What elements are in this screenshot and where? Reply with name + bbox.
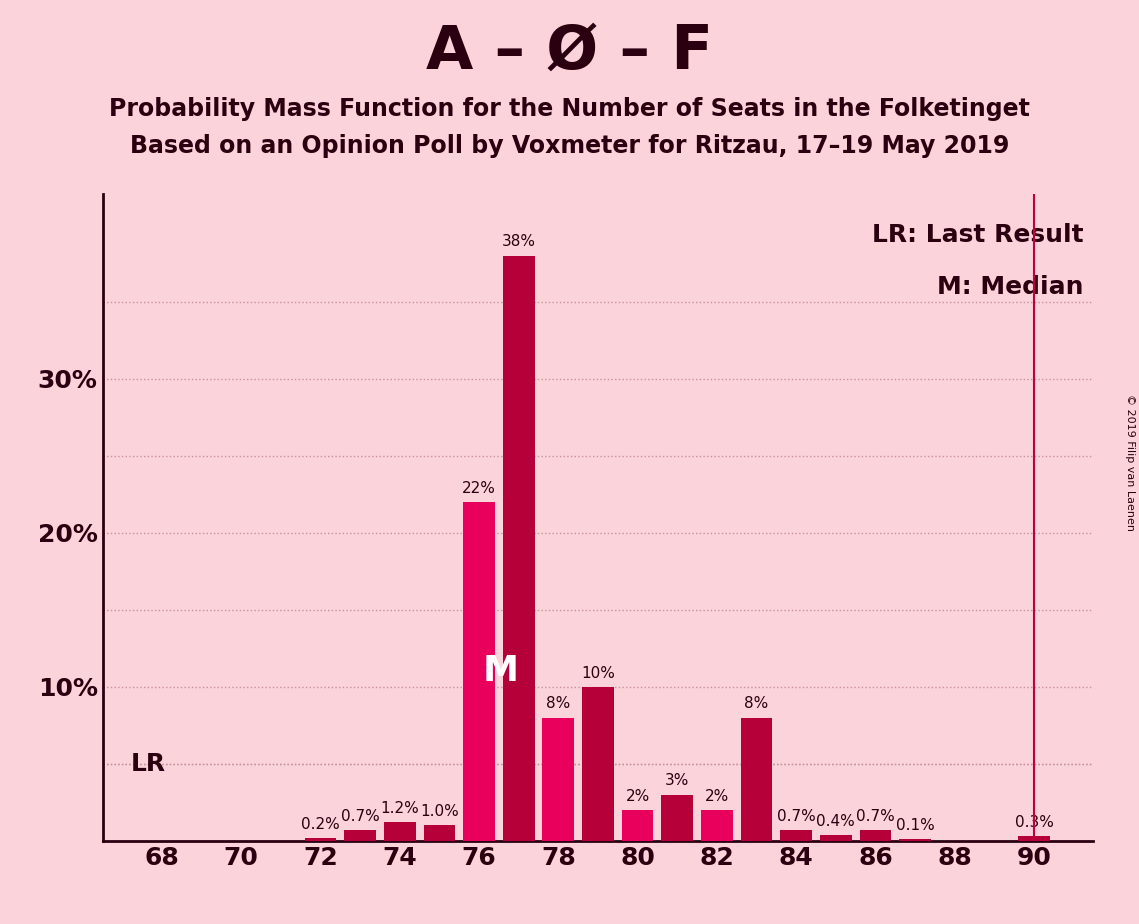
Bar <box>542 718 574 841</box>
Text: 0.1%: 0.1% <box>895 818 934 833</box>
Bar <box>740 718 772 841</box>
Text: 0.7%: 0.7% <box>777 808 816 824</box>
Text: 10%: 10% <box>581 665 615 681</box>
Text: Probability Mass Function for the Number of Seats in the Folketinget: Probability Mass Function for the Number… <box>109 97 1030 121</box>
Text: 1.2%: 1.2% <box>380 801 419 816</box>
Bar <box>464 502 495 841</box>
Text: 1.0%: 1.0% <box>420 804 459 820</box>
Text: 0.3%: 0.3% <box>1015 815 1054 830</box>
Bar <box>304 838 336 841</box>
Text: 8%: 8% <box>547 697 571 711</box>
Text: 22%: 22% <box>462 480 495 496</box>
Text: 8%: 8% <box>745 697 769 711</box>
Bar <box>582 687 614 841</box>
Bar <box>502 256 534 841</box>
Bar <box>1018 836 1050 841</box>
Text: 2%: 2% <box>705 789 729 804</box>
Text: LR: LR <box>130 752 165 776</box>
Text: A – Ø – F: A – Ø – F <box>426 23 713 82</box>
Text: 0.4%: 0.4% <box>817 813 855 829</box>
Text: 38%: 38% <box>501 235 535 249</box>
Text: M: Median: M: Median <box>937 275 1083 298</box>
Text: 0.2%: 0.2% <box>301 817 339 832</box>
Text: 2%: 2% <box>625 789 649 804</box>
Bar <box>700 810 732 841</box>
Text: 0.7%: 0.7% <box>341 808 379 824</box>
Bar <box>384 822 416 841</box>
Text: 0.7%: 0.7% <box>857 808 895 824</box>
Bar <box>344 830 376 841</box>
Bar <box>780 830 812 841</box>
Bar <box>860 830 892 841</box>
Bar <box>899 839 931 841</box>
Text: LR: Last Result: LR: Last Result <box>872 223 1083 247</box>
Bar <box>424 825 456 841</box>
Bar <box>820 834 852 841</box>
Text: Based on an Opinion Poll by Voxmeter for Ritzau, 17–19 May 2019: Based on an Opinion Poll by Voxmeter for… <box>130 134 1009 158</box>
Bar <box>622 810 654 841</box>
Text: M: M <box>483 654 519 688</box>
Text: © 2019 Filip van Laenen: © 2019 Filip van Laenen <box>1125 394 1134 530</box>
Text: 3%: 3% <box>665 773 689 788</box>
Bar <box>662 795 694 841</box>
